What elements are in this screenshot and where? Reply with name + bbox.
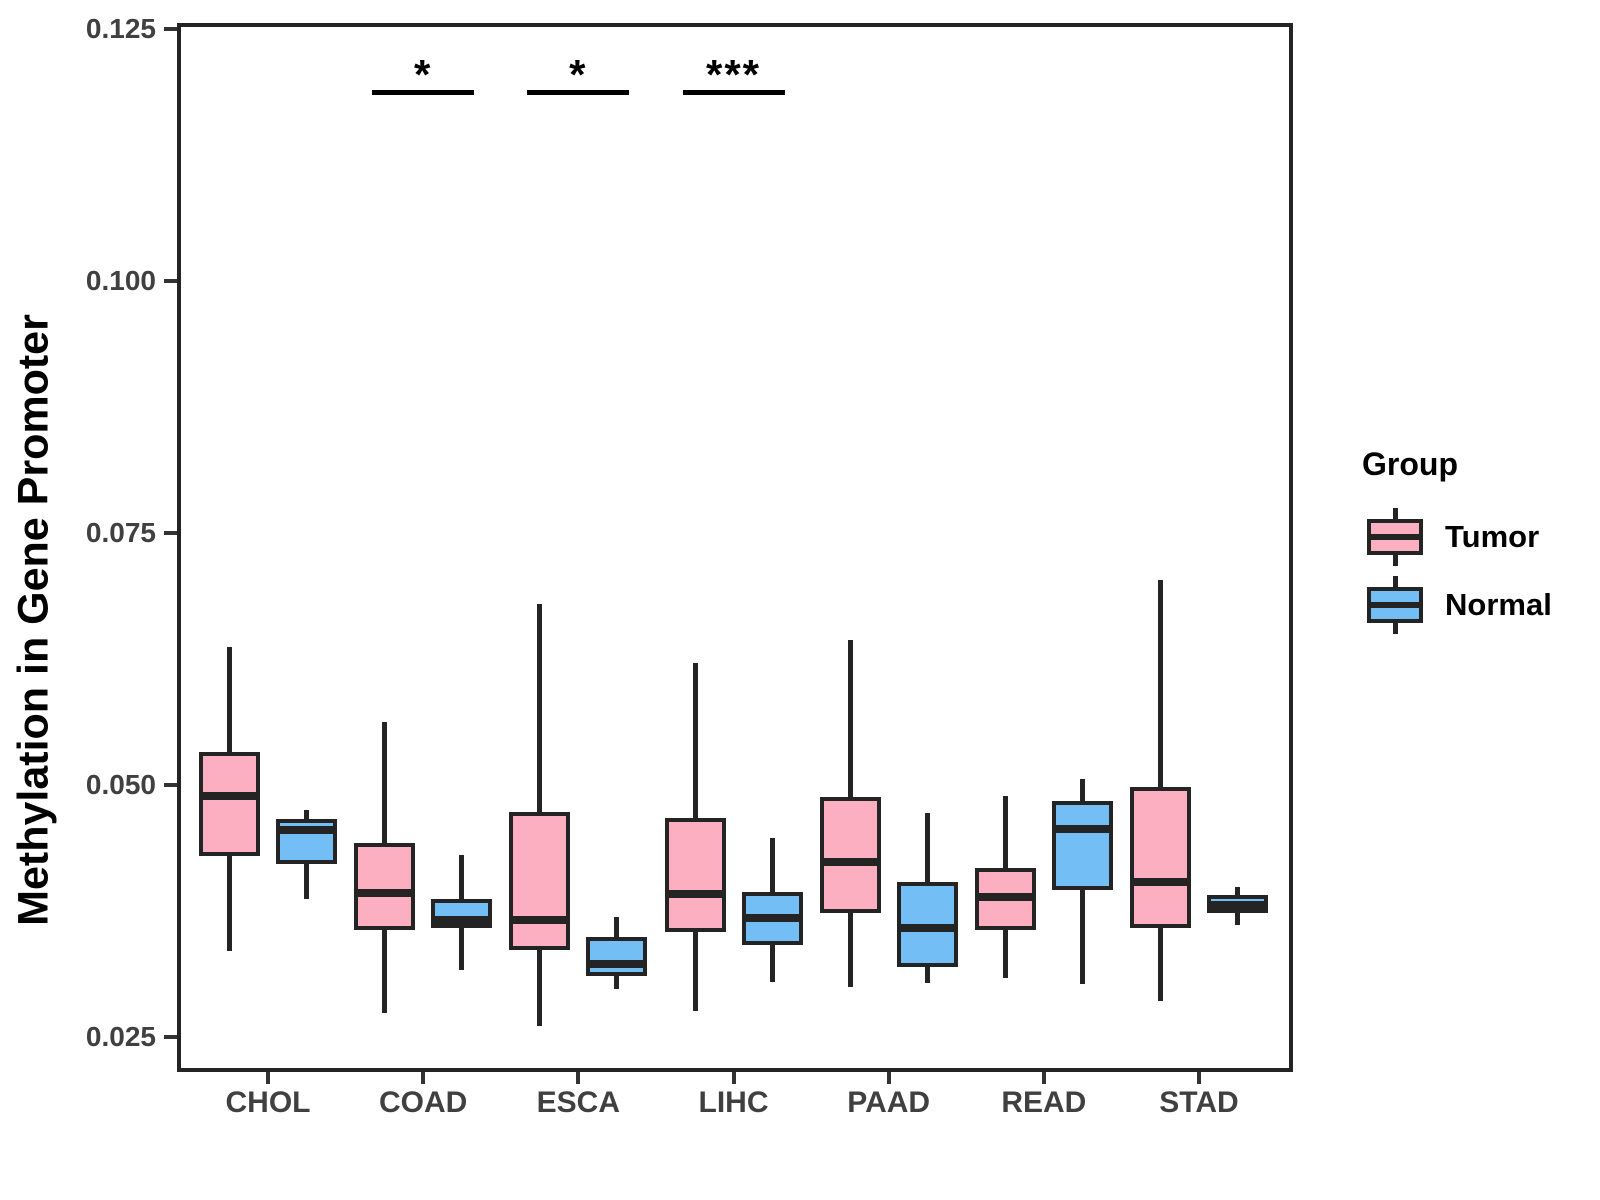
- y-tick-mark: [164, 27, 177, 32]
- legend-key-tumor: [1367, 508, 1423, 566]
- legend-key-median: [1367, 602, 1423, 608]
- boxplot-median: [509, 915, 571, 924]
- x-tick-label: CHOL: [225, 1086, 311, 1119]
- boxplot-box: [509, 812, 571, 951]
- legend-label-normal: Normal: [1445, 587, 1552, 622]
- x-tick-mark: [1041, 1072, 1046, 1084]
- boxplot-box: [199, 751, 260, 857]
- boxplot-box: [819, 796, 881, 913]
- significance-stars: *: [569, 50, 588, 98]
- legend-label-tumor: Tumor: [1445, 519, 1540, 554]
- boxplot-median: [1051, 825, 1113, 834]
- boxplot-median: [741, 913, 803, 922]
- boxplot-median: [664, 889, 726, 898]
- boxplot-box: [1051, 800, 1113, 890]
- y-tick-label: 0.125: [85, 13, 156, 45]
- legend-key-normal: [1367, 576, 1423, 634]
- boxplot-box: [354, 843, 416, 930]
- x-tick-label: ESCA: [536, 1086, 620, 1119]
- boxplot-median: [1207, 900, 1269, 909]
- x-tick-label: STAD: [1159, 1086, 1239, 1119]
- y-tick-mark: [164, 782, 177, 787]
- significance-bar: [372, 89, 475, 95]
- x-tick-mark: [266, 1072, 270, 1084]
- significance-bar: [682, 89, 785, 95]
- boxplot-median: [586, 960, 648, 969]
- legend-title: Group: [1362, 446, 1458, 482]
- boxplot-median: [974, 892, 1036, 901]
- y-tick-mark: [164, 278, 177, 283]
- y-axis-title: Methylation in Gene Promoter: [9, 314, 58, 926]
- significance-stars: *: [413, 50, 433, 98]
- boxplot-median: [276, 826, 337, 835]
- y-tick-label: 0.025: [85, 1020, 156, 1052]
- x-tick-label: LIHC: [698, 1086, 769, 1119]
- boxplot-box: [1130, 786, 1192, 928]
- plot-panel: [177, 23, 1293, 1072]
- x-tick-mark: [1197, 1072, 1202, 1084]
- x-tick-mark: [731, 1072, 736, 1084]
- y-tick-mark: [164, 530, 177, 535]
- legend-key-median: [1367, 534, 1423, 540]
- boxplot-median: [819, 858, 881, 867]
- boxplot-box: [664, 818, 726, 932]
- boxplot-median: [354, 888, 416, 897]
- x-tick-mark: [421, 1072, 426, 1084]
- boxplot-median: [1130, 877, 1192, 886]
- significance-stars: ***: [705, 50, 762, 98]
- boxplot-median: [896, 923, 958, 932]
- significance-bar: [527, 89, 630, 95]
- boxplot-box: [586, 936, 648, 977]
- y-tick-mark: [164, 1034, 177, 1039]
- y-tick-label: 0.075: [85, 516, 156, 548]
- x-tick-label: COAD: [378, 1086, 468, 1119]
- x-tick-mark: [576, 1072, 581, 1084]
- x-tick-mark: [886, 1072, 891, 1084]
- y-tick-label: 0.100: [85, 264, 156, 296]
- x-tick-label: READ: [1001, 1086, 1087, 1119]
- boxplot-median: [199, 791, 260, 800]
- y-tick-label: 0.050: [85, 768, 156, 800]
- x-tick-label: PAAD: [847, 1086, 931, 1119]
- boxplot-median: [431, 915, 493, 924]
